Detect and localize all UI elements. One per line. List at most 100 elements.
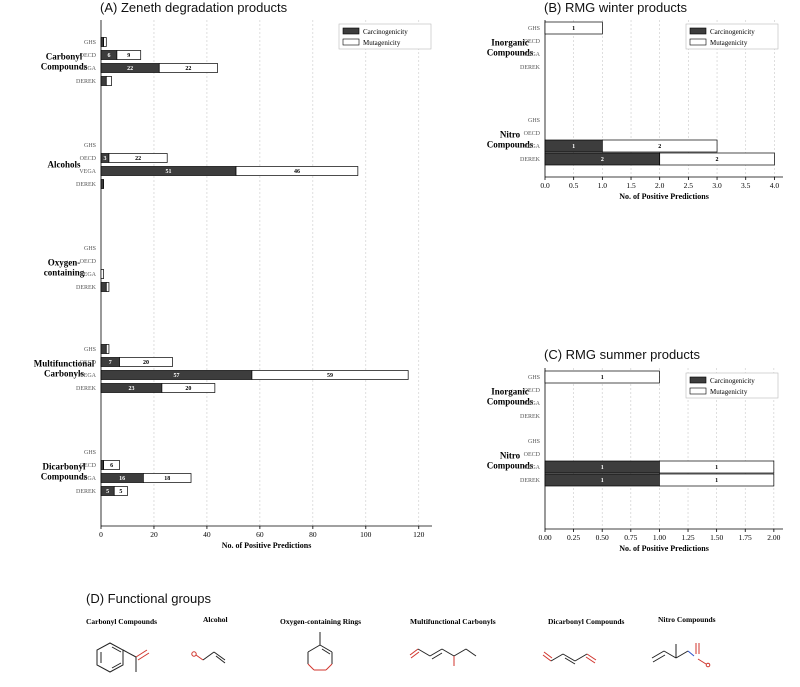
row-label: DEREK xyxy=(520,157,541,163)
x-tick-label: 0.50 xyxy=(596,533,609,542)
legend-swatch-carcinogenicity xyxy=(689,376,707,384)
mutagenicity-bar xyxy=(544,370,660,384)
x-tick-label: 0.25 xyxy=(567,533,580,542)
row-label: OECD xyxy=(80,360,97,366)
x-axis-title: No. of Positive Predictions xyxy=(619,192,709,201)
group-label: Nitro xyxy=(500,451,521,461)
mutagenicity-value: 22 xyxy=(185,66,191,72)
mutagenicity-value: 1 xyxy=(572,26,575,32)
fg-label-nitro: Nitro Compounds xyxy=(658,615,716,624)
legend-label-mutagenicity: Mutagenicity xyxy=(363,39,401,47)
row-label: VEGA xyxy=(79,66,96,72)
fg-label-multifunctional: Multifunctional Carbonyls xyxy=(410,617,496,626)
mutagenicity-value: 22 xyxy=(135,156,141,162)
carcinogenicity-value: 16 xyxy=(119,476,125,482)
legend-label-carcinogenicity: Carcinogenicity xyxy=(710,28,755,36)
legend-swatch-mutagenicity xyxy=(689,38,707,46)
mutagenicity-bar xyxy=(105,76,112,86)
carcinogenicity-value: 2 xyxy=(601,157,604,163)
x-tick-label: 1.25 xyxy=(681,533,694,542)
row-label: DEREK xyxy=(76,489,97,495)
carcinogenicity-value: 5 xyxy=(106,489,109,495)
legend-swatch-mutagenicity xyxy=(689,387,707,395)
row-label: VEGA xyxy=(523,144,540,150)
mutagenicity-value: 6 xyxy=(110,463,113,469)
mutagenicity-bar xyxy=(158,63,218,73)
x-tick-label: 1.50 xyxy=(710,533,723,542)
x-tick-label: 80 xyxy=(309,530,317,539)
carcinogenicity-value: 22 xyxy=(127,66,133,72)
carcinogenicity-value: 1 xyxy=(572,144,575,150)
x-tick-label: 2.0 xyxy=(655,181,665,190)
legend-label-mutagenicity: Mutagenicity xyxy=(710,388,748,396)
carcinogenicity-value: 51 xyxy=(166,169,172,175)
x-tick-label: 0.5 xyxy=(569,181,579,190)
group-label: Compounds xyxy=(41,62,88,72)
fg-label-alcohol: Alcohol xyxy=(203,615,228,624)
legend-swatch-mutagenicity xyxy=(342,38,360,46)
group-label: Nitro xyxy=(500,130,521,140)
group-label: Dicarbonyl xyxy=(42,462,86,472)
mutagenicity-bar xyxy=(659,152,775,166)
x-tick-label: 40 xyxy=(203,530,211,539)
x-axis-title: No. of Positive Predictions xyxy=(619,544,709,553)
group-label: Inorganic xyxy=(491,38,529,48)
row-label: GHS xyxy=(84,40,96,46)
mutagenicity-value: 5 xyxy=(119,489,122,495)
legend-swatch-carcinogenicity xyxy=(689,27,707,35)
mutagenicity-bar xyxy=(601,139,718,153)
legend-label-carcinogenicity: Carcinogenicity xyxy=(710,377,755,385)
group-label: Alcohols xyxy=(47,160,81,170)
fg-label-carbonyl: Carbonyl Compounds xyxy=(86,617,157,626)
row-label: GHS xyxy=(528,118,540,124)
group-label: Compounds xyxy=(487,397,534,407)
row-label: VEGA xyxy=(79,169,96,175)
alcohol-structure xyxy=(191,651,226,664)
x-tick-label: 0.75 xyxy=(624,533,637,542)
row-label: OECD xyxy=(80,156,97,162)
mutagenicity-bar xyxy=(251,370,409,380)
row-label: DEREK xyxy=(520,65,541,71)
mutagenicity-value: 2 xyxy=(716,157,719,163)
mutagenicity-value: 20 xyxy=(185,386,191,392)
group-label: Compounds xyxy=(41,472,88,482)
panel-c-chart: (C) RMG summer products 0.00 0.25 0.50 0.75 1… xyxy=(487,347,783,553)
row-label: GHS xyxy=(84,347,96,353)
row-label: OECD xyxy=(80,53,97,59)
row-label: OECD xyxy=(524,131,541,137)
x-axis-title: No. of Positive Predictions xyxy=(222,541,312,550)
row-label: DEREK xyxy=(520,478,541,484)
carcinogenicity-value: 23 xyxy=(128,386,134,392)
row-label: OECD xyxy=(80,463,97,469)
row-label: DEREK xyxy=(76,285,97,291)
group-label: Compounds xyxy=(487,461,534,471)
row-label: VEGA xyxy=(79,476,96,482)
panel-a-chart: (A) Zeneth degradation products 0 20 40 60 80… xyxy=(34,0,432,550)
panel-b-title: (B) RMG winter products xyxy=(544,0,688,15)
mutagenicity-bar xyxy=(103,37,107,47)
row-label: DEREK xyxy=(76,79,97,85)
x-tick-label: 1.0 xyxy=(598,181,608,190)
oxygen-ring-structure xyxy=(307,632,333,671)
mutagenicity-bar xyxy=(103,460,120,470)
carcinogenicity-value: 6 xyxy=(107,53,110,59)
panel-c-title: (C) RMG summer products xyxy=(544,347,701,362)
group-label: Oxygen- xyxy=(48,258,81,268)
row-label: OECD xyxy=(80,259,97,265)
row-label: VEGA xyxy=(523,52,540,58)
dicarbonyl-structure xyxy=(542,651,597,665)
mutagenicity-value: 1 xyxy=(715,478,718,484)
row-label: OECD xyxy=(524,388,541,394)
x-tick-label: 2.00 xyxy=(767,533,780,542)
mutagenicity-bar xyxy=(235,166,359,176)
group-label: Compounds xyxy=(487,48,534,58)
carcinogenicity-bar xyxy=(100,37,104,47)
fg-label-oxygen-rings: Oxygen-containing Rings xyxy=(280,617,361,626)
group-label: Carbonyl xyxy=(46,52,83,62)
carcinogenicity-value: 3 xyxy=(103,156,106,162)
mutagenicity-bar xyxy=(113,486,128,496)
x-tick-label: 120 xyxy=(413,530,425,539)
carcinogenicity-value: 1 xyxy=(601,478,604,484)
row-label: VEGA xyxy=(79,373,96,379)
